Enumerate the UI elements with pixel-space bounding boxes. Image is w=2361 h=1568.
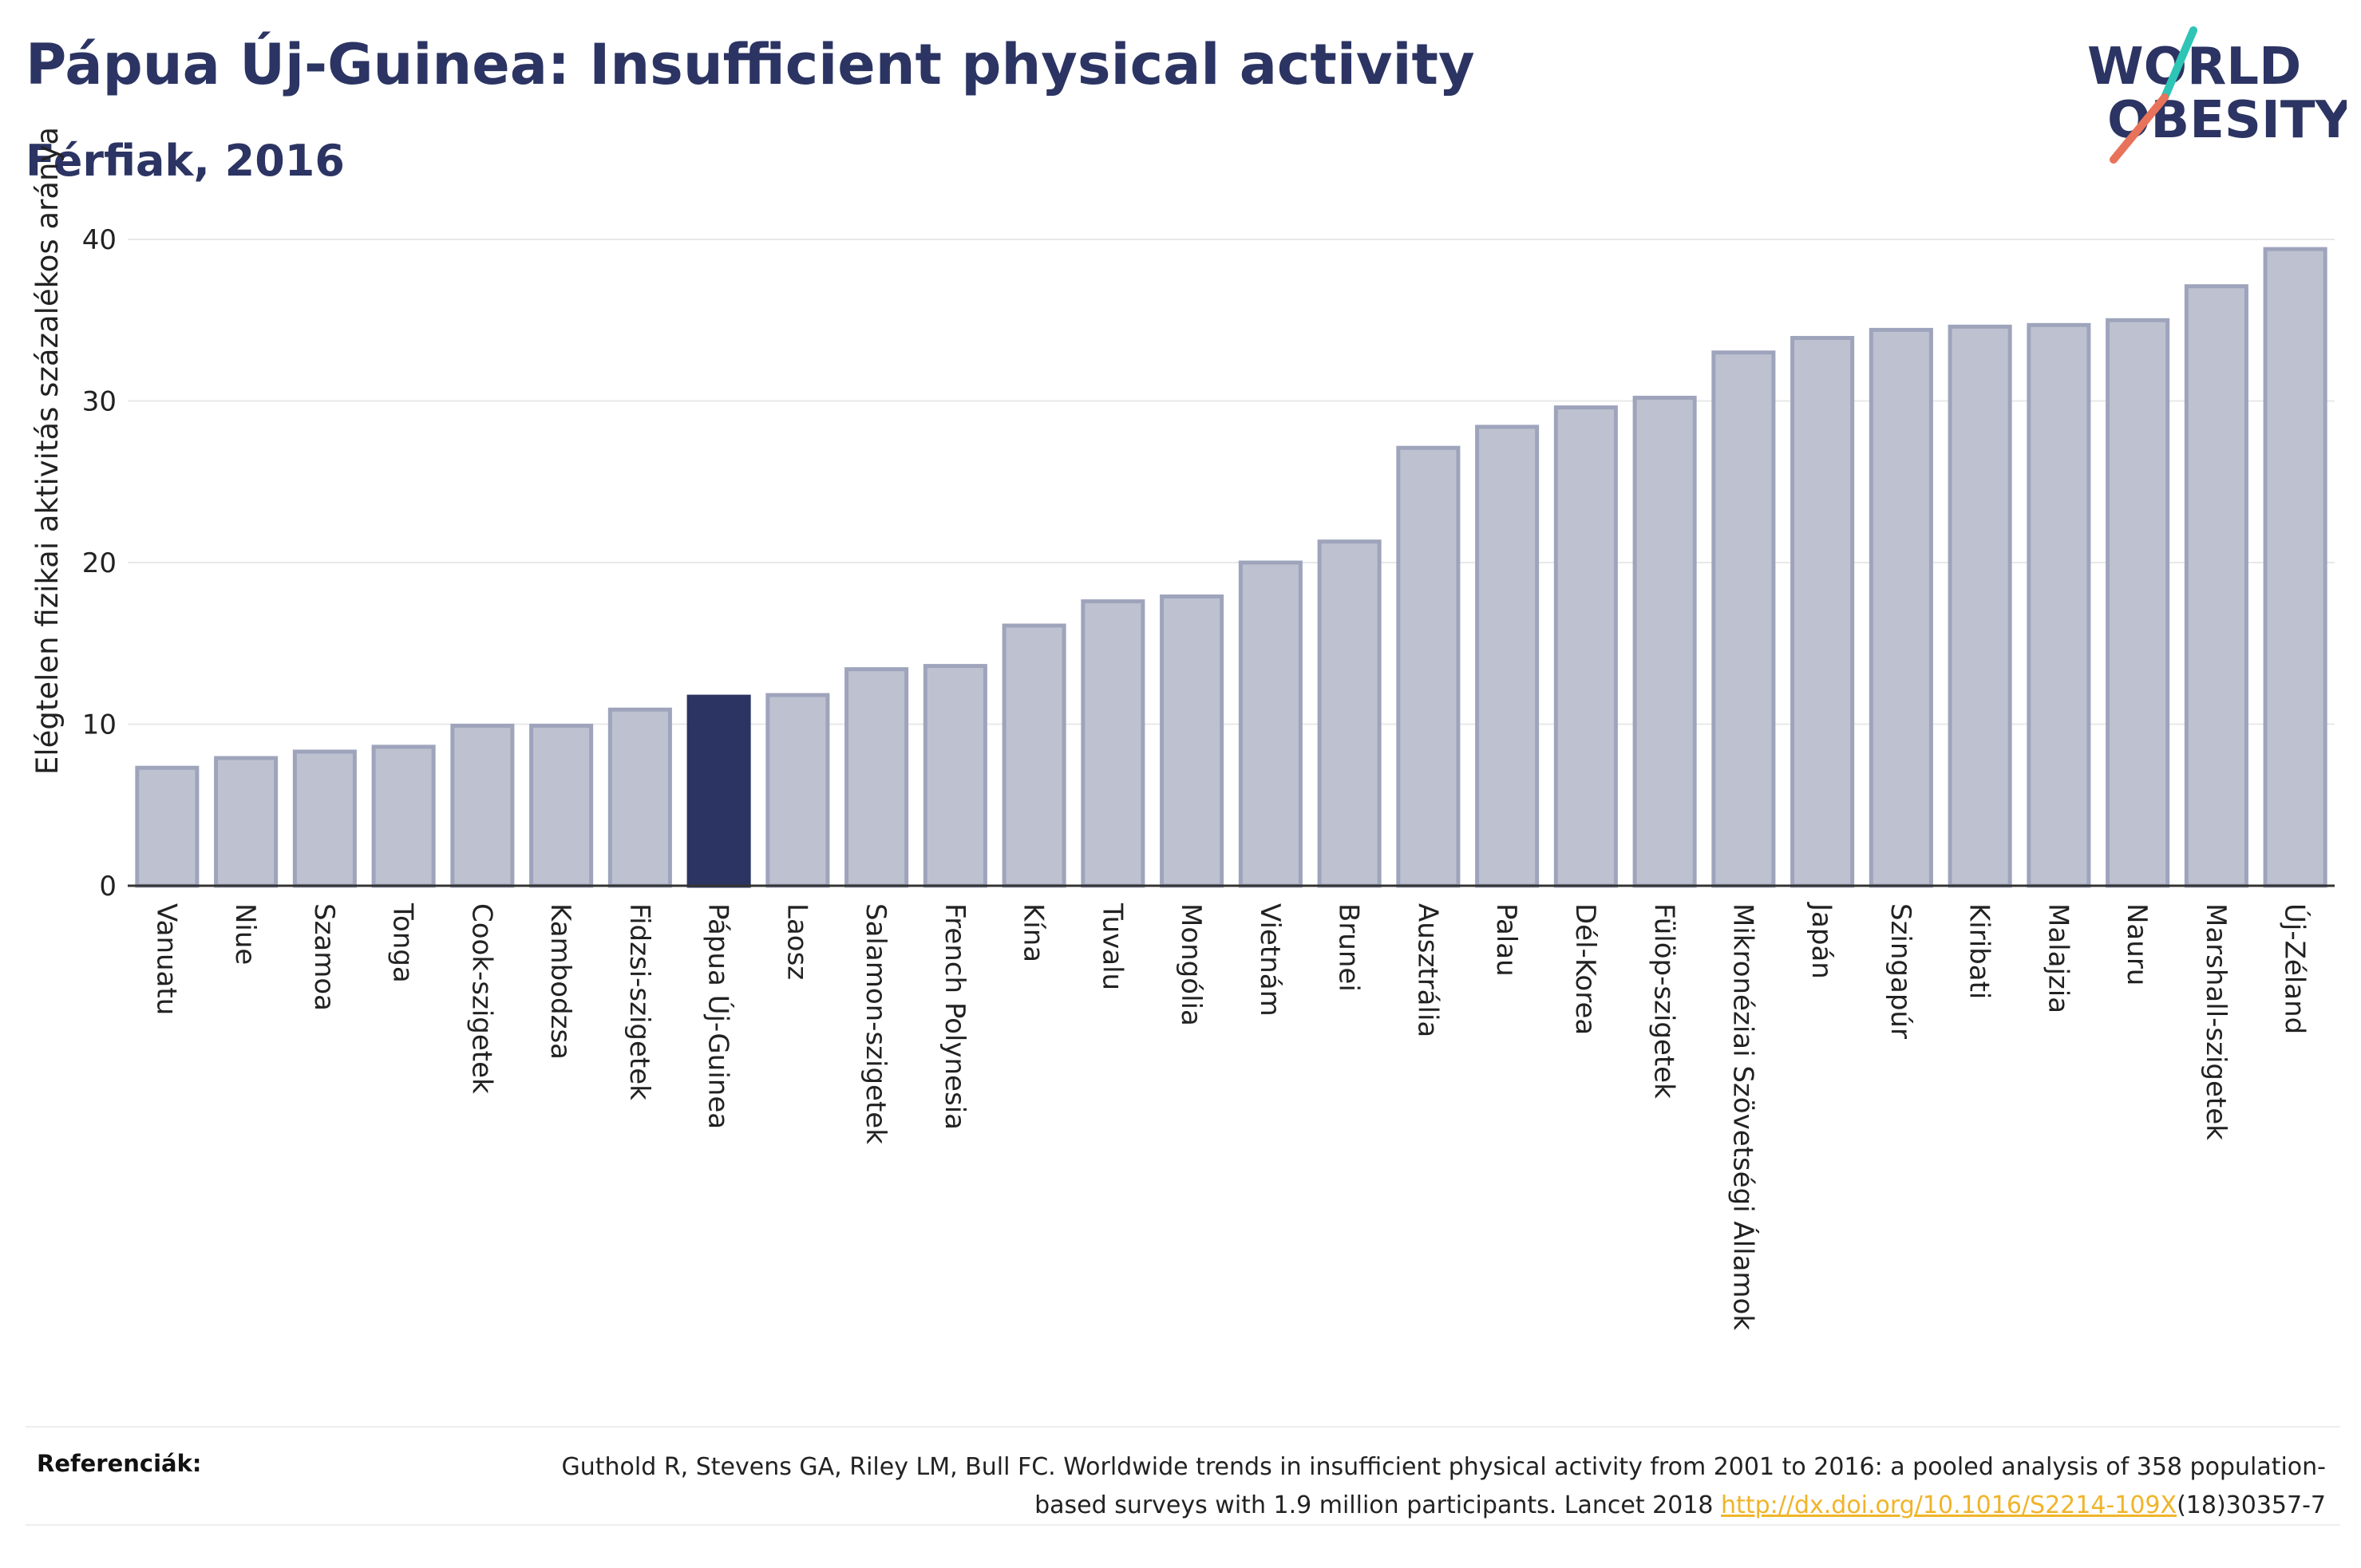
bar <box>450 724 515 888</box>
x-tick-label: Szingapúr <box>1884 903 1916 1039</box>
bar <box>1632 395 1697 888</box>
bar <box>135 765 200 888</box>
x-tick-label: Cook-szigetek <box>465 903 497 1094</box>
x-tick-label: French Polynesia <box>939 903 971 1130</box>
x-tick-label: Fülöp-szigetek <box>1648 903 1680 1099</box>
page-subtitle: Férfiak, 2016 <box>26 136 345 186</box>
bar <box>529 724 594 888</box>
bar <box>923 664 987 888</box>
x-tick-label: Vanuatu <box>150 903 182 1015</box>
references-citation-end: (18)30357-7 <box>2177 1491 2326 1519</box>
bar <box>2106 318 2170 888</box>
x-tick-label: Japán <box>1805 902 1837 979</box>
x-tick-label: Kína <box>1018 903 1050 962</box>
x-tick-label: Tuvalu <box>1096 902 1128 990</box>
x-tick-label: Brunei <box>1333 903 1365 992</box>
bar <box>1869 327 1933 888</box>
bar <box>1475 425 1540 888</box>
x-tick-label: Vietnám <box>1254 903 1286 1017</box>
bar <box>1160 594 1224 888</box>
references-citation: Guthold R, Stevens GA, Riley LM, Bull FC… <box>561 1453 2326 1519</box>
bar <box>214 756 279 888</box>
x-tick-label: Szamoa <box>308 903 340 1011</box>
bar <box>292 749 357 888</box>
x-tick-label: Laosz <box>781 903 813 980</box>
bar <box>1238 560 1303 888</box>
x-tick-label: Mikronéziai Szövetségi Államok <box>1726 903 1759 1330</box>
x-tick-label: Niue <box>229 903 261 965</box>
bar <box>1081 599 1145 888</box>
world-obesity-logo: WORLD OBESITY <box>2087 26 2347 164</box>
bar <box>2027 322 2091 888</box>
x-tick-label: Palau <box>1490 903 1522 977</box>
x-tick-label: Nauru <box>2121 903 2153 985</box>
bar <box>1002 623 1066 888</box>
x-tick-label: Malajzia <box>2042 903 2074 1013</box>
bar <box>1553 405 1618 888</box>
y-tick-label: 0 <box>99 871 117 902</box>
bar <box>1790 336 1855 888</box>
x-tick-label: Mongólia <box>1175 903 1207 1026</box>
x-tick-label: Pápua Új-Guinea <box>702 903 735 1129</box>
y-axis-label: Elégtelen fizikai aktivitás százalékos a… <box>30 127 65 775</box>
references-doi-link[interactable]: http://dx.doi.org/10.1016/S2214-109X <box>1721 1491 2177 1519</box>
x-tick-label: Fidzsi-szigetek <box>623 903 655 1100</box>
references-bottom-divider <box>26 1524 2340 1526</box>
bar <box>1396 445 1461 888</box>
x-tick-label: Kiribati <box>1964 903 1995 999</box>
bar <box>765 693 830 888</box>
x-tick-label: Tonga <box>387 902 419 983</box>
x-tick-label: Dél-Korea <box>1569 903 1601 1035</box>
y-tick-label: 40 <box>82 224 117 256</box>
references-text: Guthold R, Stevens GA, Riley LM, Bull FC… <box>490 1448 2326 1525</box>
logo-line1: WORLD <box>2087 38 2301 97</box>
bar <box>686 694 751 888</box>
bar <box>2184 284 2248 888</box>
x-tick-label: Marshall-szigetek <box>2200 903 2232 1140</box>
bar <box>1317 539 1382 888</box>
references-top-divider <box>26 1426 2340 1428</box>
x-tick-label: Ausztrália <box>1411 903 1443 1037</box>
bar-chart: 0 10 20 30 40 Elégtelen fizikai aktivitás szá… <box>30 127 2335 1330</box>
x-tick-label: Új-Zéland <box>2279 903 2312 1034</box>
x-tick-label: Kambodzsa <box>544 903 576 1060</box>
y-tick-label: 20 <box>82 547 117 579</box>
bar <box>2263 247 2327 888</box>
bar <box>844 667 909 888</box>
bar <box>1948 324 2012 888</box>
y-tick-label: 10 <box>82 709 117 741</box>
references-label: Referenciák: <box>37 1450 202 1477</box>
y-tick-label: 30 <box>82 386 117 418</box>
bar <box>1711 350 1776 888</box>
bar <box>371 745 436 888</box>
bar <box>607 707 672 888</box>
page-title: Pápua Új-Guinea: Insufficient physical a… <box>26 32 1475 97</box>
x-tick-label: Salamon-szigetek <box>860 903 892 1144</box>
